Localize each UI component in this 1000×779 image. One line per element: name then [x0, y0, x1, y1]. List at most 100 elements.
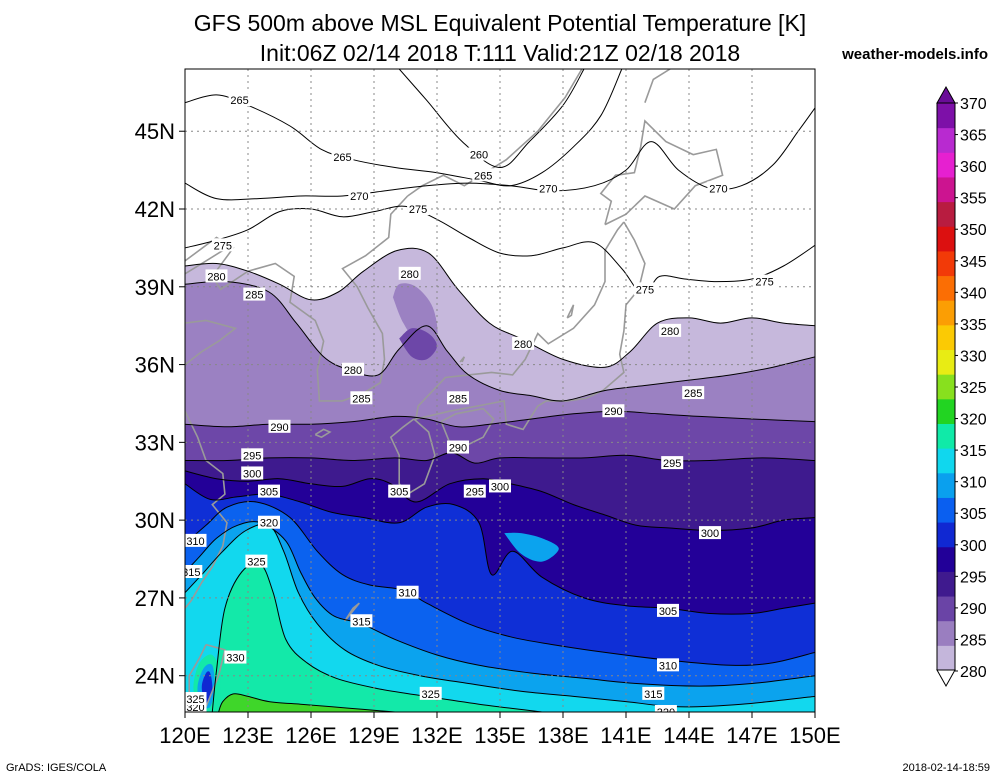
contour-265	[185, 69, 623, 187]
contour-label: 305	[388, 484, 411, 499]
contour-label: 290	[602, 404, 625, 418]
colorbar-label: 300	[960, 538, 987, 555]
y-tick-label: 45N	[135, 119, 175, 144]
svg-text:270: 270	[709, 183, 727, 195]
x-tick-label: 123E	[222, 723, 273, 748]
svg-text:280: 280	[661, 326, 679, 338]
svg-text:295: 295	[243, 450, 261, 462]
coast-ryukyu	[343, 602, 360, 622]
chart-title: GFS 500m above MSL Equivalent Potential …	[193, 10, 807, 36]
grid-lines	[185, 69, 815, 712]
svg-text:295: 295	[466, 487, 484, 499]
svg-text:270: 270	[539, 183, 557, 195]
contour-label: 275	[633, 282, 656, 296]
contour-label: 315	[350, 614, 373, 628]
contour-300	[185, 470, 815, 532]
colorbar-swatch	[937, 201, 955, 227]
coast-shandong	[185, 319, 238, 366]
band-285-tongue	[399, 328, 438, 361]
x-tick-label: 141E	[600, 723, 651, 748]
contour-label: 275	[211, 238, 234, 252]
contour-label: 290	[268, 419, 291, 434]
contour-label: 315	[642, 686, 665, 701]
colorbar-label: 295	[960, 569, 987, 586]
colorbar-label: 330	[960, 348, 987, 365]
svg-text:295: 295	[663, 458, 681, 470]
y-tick-label: 30N	[135, 508, 175, 533]
theta-e-band-330	[218, 693, 395, 712]
y-tick-label: 42N	[135, 197, 175, 222]
contour-label: 285	[350, 391, 373, 405]
coast-oki	[459, 356, 466, 363]
map-area: 260 265 265 265 270 270 270 275 275 275 275 280 280 2…	[185, 69, 815, 719]
colorbar-top-arrow	[936, 85, 956, 104]
svg-text:305: 305	[390, 487, 408, 499]
colorbar-swatch	[937, 250, 955, 277]
svg-text:330: 330	[226, 653, 244, 665]
coast-taiwan	[188, 643, 226, 712]
contour-label: 275	[753, 274, 776, 289]
svg-text:285: 285	[449, 393, 467, 405]
contour-label: 285	[682, 386, 705, 400]
contour-label: 300	[241, 466, 264, 480]
contour-label: 320	[258, 515, 280, 530]
colorbar-swatch	[937, 300, 955, 326]
colorbar-swatch	[937, 226, 955, 252]
colorbar-label: 335	[960, 317, 987, 334]
contour-label: 265	[472, 168, 495, 182]
y-tick-label: 33N	[135, 430, 175, 455]
colorbar-swatch	[937, 398, 955, 424]
coast-honshu	[415, 221, 646, 431]
contour-285	[185, 280, 815, 402]
svg-text:320: 320	[657, 707, 675, 719]
y-tick-label: 39N	[135, 275, 175, 300]
svg-text:275: 275	[636, 284, 654, 296]
svg-text:265: 265	[333, 152, 351, 164]
colorbar-swatch	[937, 596, 955, 622]
colorbar-label: 290	[960, 601, 987, 618]
svg-text:300: 300	[701, 528, 719, 540]
chart-subtitle: Init:06Z 02/14 2018 T:111 Valid:21Z 02/1…	[259, 40, 741, 66]
colorbar-swatch	[937, 127, 955, 153]
coast-jiangsu	[185, 410, 228, 609]
colorbar-label: 305	[960, 506, 987, 523]
x-tick-label: 144E	[663, 723, 714, 748]
coast-sado	[566, 304, 575, 319]
colorbar-label: 365	[960, 128, 987, 145]
contour-label: 280	[512, 336, 535, 351]
colorbar-label: 325	[960, 380, 987, 397]
colorbar-swatch	[937, 103, 955, 129]
svg-text:310: 310	[186, 536, 204, 548]
svg-text:315: 315	[352, 616, 370, 628]
contour-280	[185, 247, 815, 368]
colorbar-label: 320	[960, 412, 987, 429]
svg-text:300: 300	[243, 468, 261, 480]
colorbar-label: 345	[960, 254, 987, 271]
svg-text:305: 305	[260, 487, 278, 499]
colorbar-swatch	[937, 571, 955, 597]
coast-sakhalin	[644, 69, 671, 103]
svg-text:280: 280	[207, 271, 225, 283]
svg-text:275: 275	[755, 277, 773, 289]
contour-label: 305	[258, 484, 280, 499]
cyan-pool	[504, 532, 559, 562]
svg-text:320: 320	[186, 702, 204, 714]
contour-label: 295	[241, 448, 264, 462]
colorbar-swatch	[937, 448, 955, 474]
contour-label: 300	[699, 526, 721, 540]
colorbar-swatch	[937, 176, 955, 203]
svg-text:290: 290	[270, 422, 288, 434]
svg-text:275: 275	[409, 204, 427, 216]
coast-china-korea-north	[185, 195, 409, 402]
x-tick-label: 126E	[285, 723, 336, 748]
colorbar-label: 285	[960, 632, 987, 649]
contour-label: 270	[348, 189, 371, 203]
svg-text:265: 265	[230, 95, 248, 107]
x-tick-label: 138E	[537, 723, 588, 748]
contour-label: 275	[407, 202, 430, 216]
svg-text:290: 290	[604, 406, 622, 418]
contour-275	[185, 205, 815, 296]
colorbar-label: 340	[960, 285, 987, 302]
contour-label: 310	[657, 658, 679, 672]
